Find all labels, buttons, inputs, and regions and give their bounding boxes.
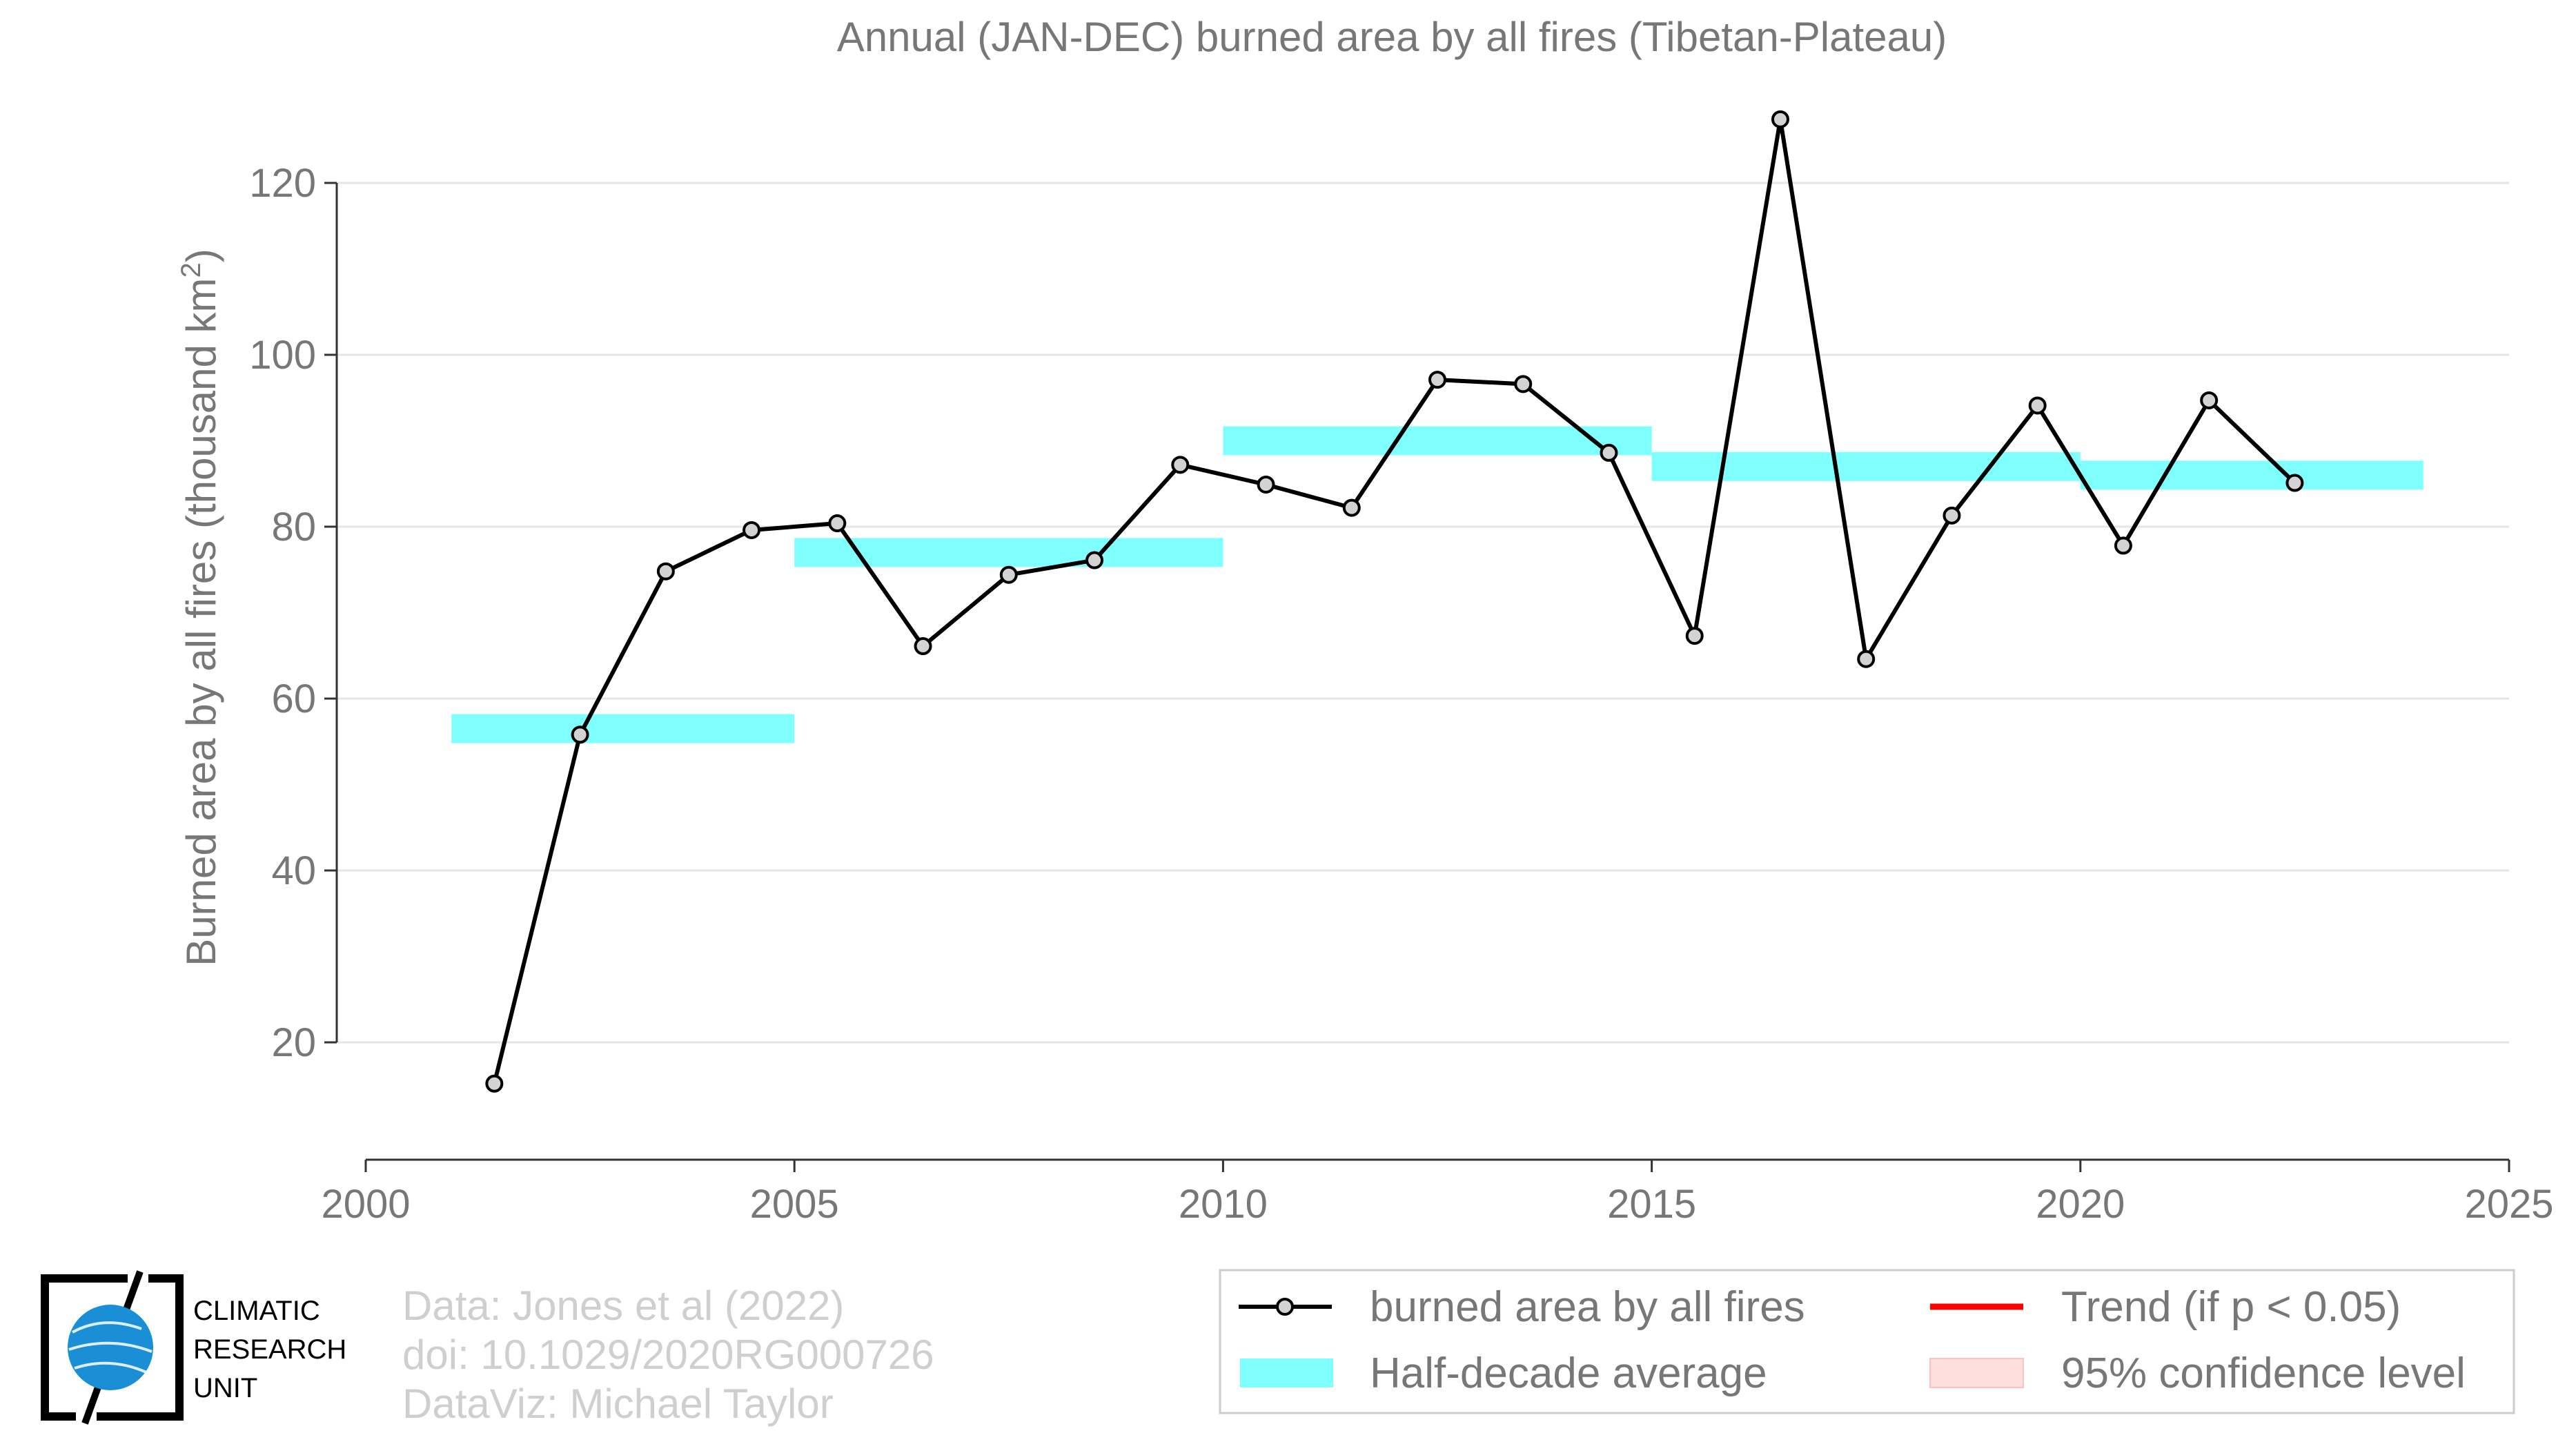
y-tick-label-40: 40: [271, 848, 316, 893]
legend-swatch-half-decade: [1240, 1359, 1333, 1387]
y-tick-label-120: 120: [249, 161, 316, 206]
half-decade-band-3: [1651, 451, 2081, 481]
data-point-2004.5: [743, 520, 761, 539]
half-decade-band-4: [2080, 460, 2423, 490]
data-point-2018.5: [1943, 506, 1961, 525]
logo-text-climatic: CLIMATIC: [193, 1296, 320, 1326]
x-tick-label-2020: 2020: [2036, 1182, 2125, 1227]
y-tick-label-60: 60: [271, 676, 316, 721]
legend-label-confidence: 95% confidence level: [2061, 1350, 2466, 1397]
credit-dataviz: DataViz: Michael Taylor: [402, 1381, 834, 1427]
chart-title: Annual (JAN-DEC) burned area by all fire…: [837, 14, 1947, 60]
data-point-2009.5: [1171, 456, 1190, 474]
gridlines: [337, 182, 2509, 1044]
y-axis-label: Burned area by all fires (thousand km2): [176, 249, 224, 966]
data-point-2001.5: [485, 1074, 504, 1093]
data-point-2017.5: [1857, 650, 1876, 668]
data-point-2019.5: [2028, 396, 2047, 415]
globe-swirl: [68, 1321, 153, 1374]
data-point-2006.5: [914, 637, 932, 656]
x-tick-label-2025: 2025: [2464, 1182, 2553, 1227]
legend: burned area by all fires Trend (if p < 0…: [1219, 1269, 2515, 1414]
x-tick-label-2000: 2000: [321, 1182, 410, 1227]
half-decade-band-2: [1223, 426, 1652, 456]
half-decade-band-0: [451, 714, 795, 743]
legend-label-trend: Trend (if p < 0.05): [2061, 1283, 2401, 1331]
data-point-2002.5: [571, 726, 589, 744]
data-point-2022.5: [2285, 474, 2304, 492]
legend-swatch-marker: [1276, 1298, 1294, 1316]
data-point-2011.5: [1342, 498, 1361, 517]
x-tick-label-2010: 2010: [1179, 1182, 1268, 1227]
series-line: [492, 117, 2297, 1084]
series-burned-area: [485, 110, 2304, 1093]
y-tick-label-80: 80: [271, 505, 316, 549]
logo-text-unit: UNIT: [193, 1373, 257, 1403]
data-point-2010.5: [1257, 475, 1275, 494]
legend-swatch-confidence: [1929, 1358, 2024, 1388]
x-axis-ticks: 2000 2005 2010 2015 2020 2025: [321, 1160, 2554, 1227]
data-point-2014.5: [1600, 443, 1618, 462]
data-point-2015.5: [1685, 627, 1704, 645]
y-tick-label-100: 100: [249, 333, 316, 378]
data-point-2020.5: [2114, 536, 2132, 555]
credit-data: Data: Jones et al (2022): [402, 1283, 844, 1329]
x-tick-label-2015: 2015: [1607, 1182, 1696, 1227]
legend-label-half-decade: Half-decade average: [1370, 1350, 1767, 1397]
y-tick-label-20: 20: [271, 1020, 316, 1065]
credit-doi: doi: 10.1029/2020RG000726: [402, 1332, 934, 1378]
x-tick-label-2005: 2005: [750, 1182, 839, 1227]
legend-frame: [1219, 1269, 2515, 1414]
cru-logo: CLIMATIC RESEARCH UNIT: [41, 1270, 346, 1425]
data-point-2013.5: [1514, 375, 1533, 393]
legend-label-series: burned area by all fires: [1370, 1283, 1805, 1331]
y-axis-ticks: 20 40 60 80 100 120: [249, 161, 337, 1065]
logo-bracket-right: [97, 1274, 184, 1421]
data-point-2016.5: [1771, 110, 1789, 128]
data-point-2005.5: [828, 514, 847, 533]
data-point-2003.5: [656, 562, 675, 581]
data-point-2021.5: [2200, 391, 2219, 409]
data-point-2012.5: [1428, 371, 1446, 389]
logo-text-research: RESEARCH: [193, 1334, 346, 1365]
logo-bracket-left: [41, 1274, 128, 1421]
data-point-2008.5: [1085, 551, 1104, 569]
half-decade-average-bands: [451, 426, 2423, 743]
data-point-2007.5: [999, 565, 1018, 584]
